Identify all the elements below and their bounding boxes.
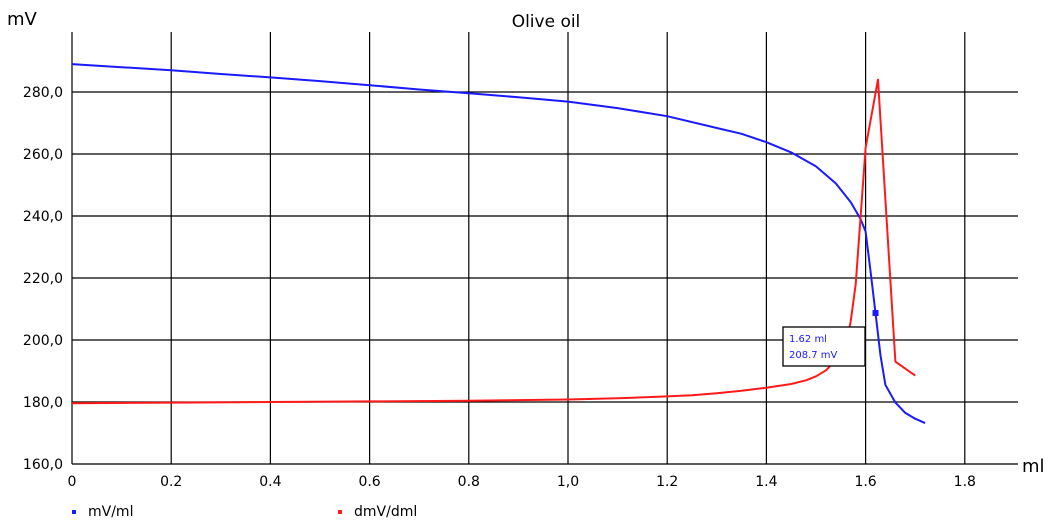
tooltip-box	[782, 326, 866, 367]
x-axis-ticks: 0 0.2 0.4 0.6 0.8 1,0 1.2 1.4 1.6 1.8	[68, 474, 976, 490]
x-tick-label: 0.6	[358, 474, 380, 490]
y-axis-unit-label: mV	[7, 9, 38, 30]
plot-area	[71, 63, 926, 425]
y-tick-label: 240,0	[23, 209, 63, 225]
x-tick-label: 1.4	[755, 474, 777, 490]
x-tick-label: 1.2	[656, 474, 678, 490]
y-tick-label: 220,0	[23, 271, 63, 287]
x-tick-label: 0.4	[259, 474, 281, 490]
y-tick-label: 280,0	[23, 85, 63, 101]
tooltip-x-value: 1.62 ml	[789, 334, 827, 345]
x-tick-label: 1,0	[557, 474, 579, 490]
x-tick-label: 0.2	[160, 474, 182, 490]
series-line-dmv-dml	[71, 78, 916, 405]
x-tick-label: 0	[68, 474, 77, 490]
legend-label-dmv-dml: dmV/dml	[354, 504, 417, 520]
y-tick-label: 260,0	[23, 147, 63, 163]
legend-marker-mv-ml	[72, 510, 76, 514]
series-line-mv-ml	[71, 63, 926, 425]
x-tick-label: 0.8	[458, 474, 480, 490]
legend-label-mv-ml: mV/ml	[88, 504, 133, 520]
x-axis-unit-label: ml	[1022, 456, 1045, 477]
y-axis-ticks: 160,0 180,0 200,0 220,0 240,0 260,0 280,0	[23, 85, 63, 473]
x-tick-label: 1.8	[954, 474, 976, 490]
tooltip-y-value: 208.7 mV	[789, 350, 838, 361]
data-point-tooltip: 1.62 ml 208.7 mV	[782, 310, 879, 367]
legend: mV/ml dmV/dml	[72, 504, 417, 520]
x-tick-label: 1.6	[854, 474, 876, 490]
tooltip-marker	[872, 310, 879, 317]
y-tick-label: 180,0	[23, 395, 63, 411]
chart-title: Olive oil	[512, 12, 581, 32]
legend-marker-dmv-dml	[338, 510, 342, 514]
y-tick-label: 200,0	[23, 333, 63, 349]
y-tick-label: 160,0	[23, 457, 63, 473]
